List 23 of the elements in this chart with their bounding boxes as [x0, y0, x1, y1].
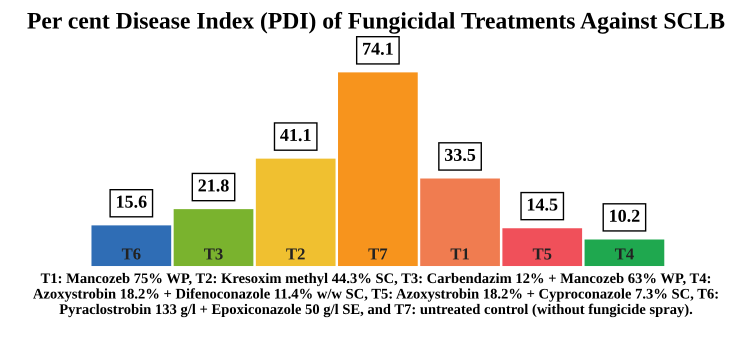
x-tick-label: T7	[368, 248, 388, 260]
data-label: 74.1	[363, 42, 393, 55]
bar	[91, 225, 172, 266]
x-tick-label: T5	[532, 248, 552, 260]
chart-title: Per cent Disease Index (PDI) of Fungicidal Treatments Against SCLB	[27, 12, 724, 34]
bar	[338, 72, 418, 266]
x-tick-label: T2	[286, 248, 305, 260]
x-tick-label: T1	[450, 248, 469, 260]
data-label: 15.6	[116, 196, 147, 208]
data-label: 21.8	[198, 179, 229, 192]
data-label: 41.1	[280, 129, 311, 142]
bar	[502, 228, 582, 266]
x-tick-label: T3	[204, 248, 223, 260]
data-label: 14.5	[528, 198, 558, 211]
bar	[420, 178, 500, 266]
data-label: 33.5	[444, 148, 476, 162]
bar	[256, 158, 336, 266]
text: T1: Mancozeb 75% WP, T2: Kresoxim methyl 44.3% SC, T3: Carbendazim 12% + Mancozeb 63% WP, T4: Azoxystrobin 18.2% + Difenoconazole 11.4% w/w SC, T5: Azoxystrobin 18.2% + Cyproconazole 7.3% SC, T6: Pyraclostrobin 133 g/l + Epoxiconazole 50 g/l SE, and T7: untreated control (without fungicide spray).	[33, 272, 718, 318]
bar	[584, 239, 664, 266]
x-tick-label: T6	[122, 248, 141, 260]
x-tick-label: T4	[614, 248, 634, 260]
bar	[174, 209, 254, 266]
data-label: 10.2	[610, 210, 640, 222]
